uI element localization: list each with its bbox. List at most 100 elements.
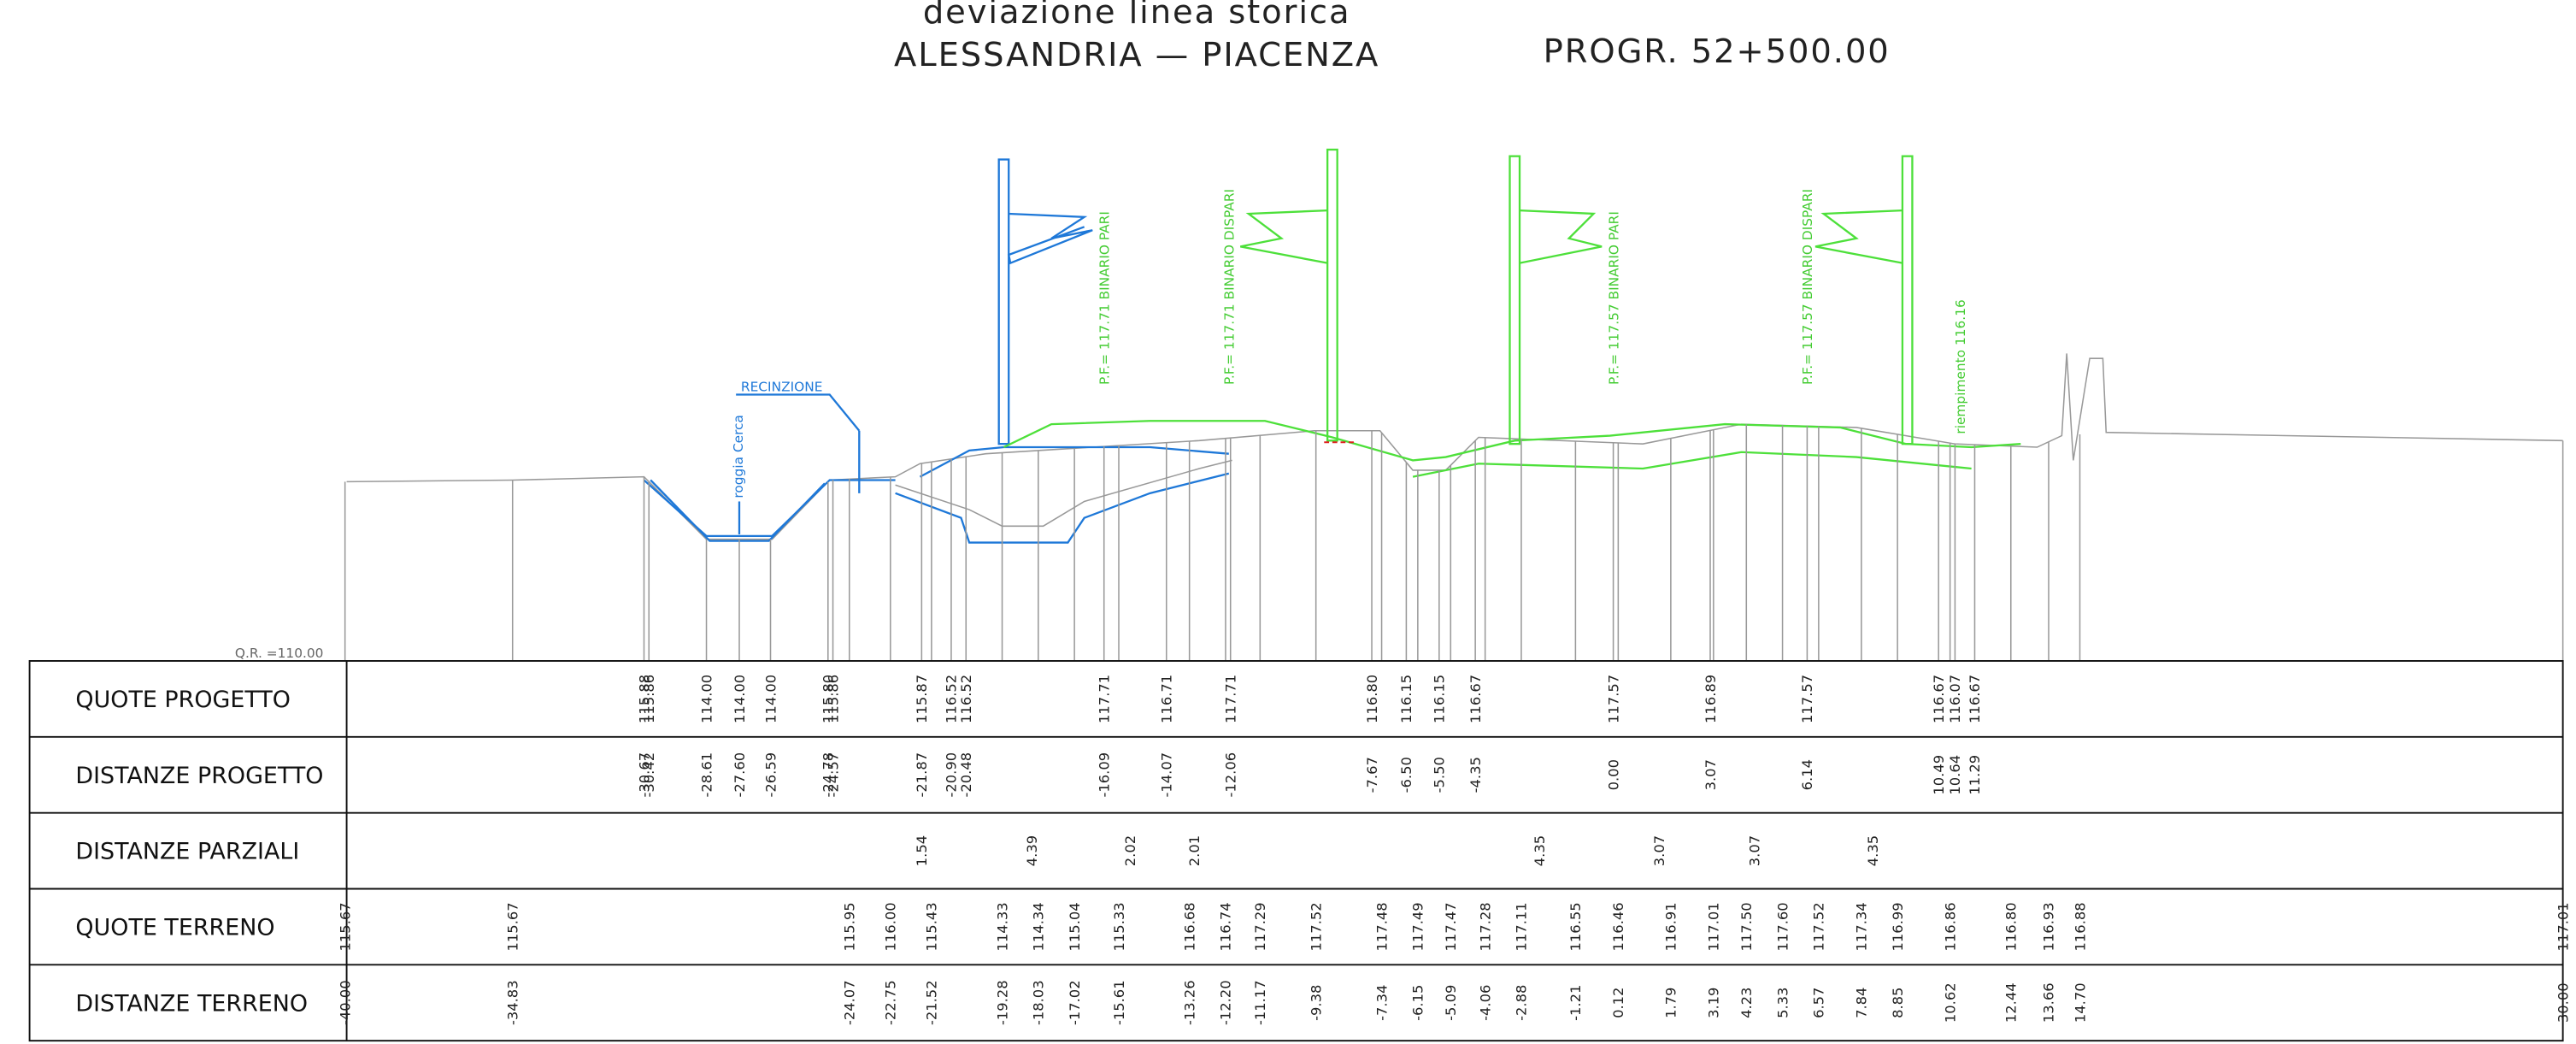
reference-level: Q.R. =110.00 — [235, 646, 324, 661]
cell-value: 4.39 — [1024, 835, 1040, 866]
fence-leader — [736, 393, 861, 432]
cell-value: -12.06 — [1222, 752, 1238, 798]
cell-value: -7.34 — [1373, 985, 1390, 1021]
section-drawing — [344, 148, 2564, 661]
cell-value: -15.61 — [1111, 980, 1127, 1025]
cell-value: 0.00 — [1605, 759, 1621, 790]
cell-value: 116.99 — [1890, 902, 1906, 951]
cell-value: 116.91 — [1663, 902, 1679, 951]
cantilever — [1240, 209, 1328, 264]
ditch-profile — [643, 479, 896, 537]
cell-value: -5.09 — [1443, 985, 1459, 1021]
platform — [1003, 420, 2021, 462]
cell-value: -19.28 — [994, 980, 1010, 1025]
cell-value: -28.61 — [698, 752, 715, 798]
row-label: QUOTE PROGETTO — [75, 687, 291, 713]
cell-value: -4.35 — [1467, 757, 1484, 793]
cell-value: -20.48 — [958, 752, 974, 798]
cell-value: 3.19 — [1706, 988, 1722, 1018]
cell-value: 10.64 — [1947, 755, 1963, 795]
track-label: P.F.= 117.71 BINARIO PARI — [1097, 211, 1112, 385]
cell-value: 116.80 — [2003, 902, 2020, 951]
cell-value: 3.07 — [1747, 835, 1763, 866]
fence-label: RECINZIONE — [741, 380, 823, 395]
cell-value: 117.11 — [1514, 902, 1530, 951]
cell-value: 117.48 — [1373, 902, 1390, 951]
cell-value: 117.34 — [1854, 902, 1870, 951]
cell-value: -13.26 — [1181, 980, 1197, 1025]
cell-value: 116.93 — [2041, 902, 2057, 951]
cell-value: 117.28 — [1477, 902, 1493, 951]
cell-value: -4.06 — [1477, 985, 1493, 1021]
title: ALESSANDRIA — PIACENZA — [894, 36, 1379, 74]
track-label: P.F.= 117.57 BINARIO PARI — [1606, 211, 1621, 385]
cell-value: 117.47 — [1443, 902, 1459, 951]
table-frame — [28, 660, 2564, 1042]
cell-value: 11.29 — [1967, 755, 1983, 795]
pole — [997, 158, 1010, 445]
cell-value: 115.86 — [641, 675, 657, 723]
cell-value: 117.01 — [2555, 902, 2571, 951]
cell-value: 117.60 — [1774, 902, 1791, 951]
cell-value: -2.88 — [1514, 985, 1530, 1021]
cell-value: 116.00 — [883, 902, 899, 951]
cell-value: 116.86 — [1942, 902, 1958, 951]
cell-value: -14.07 — [1159, 752, 1175, 798]
cell-value: 114.00 — [698, 675, 715, 723]
cell-value: -20.90 — [944, 752, 960, 798]
cell-value: 0.12 — [1610, 988, 1626, 1018]
cell-value: 30.00 — [2555, 982, 2571, 1023]
cell-value: 115.87 — [914, 675, 930, 723]
cell-value: 3.07 — [1703, 759, 1719, 790]
cell-value: 13.66 — [2041, 982, 2057, 1023]
old-ditch — [895, 459, 1232, 528]
cell-value: -40.00 — [337, 980, 353, 1025]
cell-value: 116.15 — [1432, 675, 1448, 723]
cell-value: 117.50 — [1738, 902, 1755, 951]
cell-value: 116.52 — [958, 675, 974, 723]
row-label: DISTANZE TERRENO — [75, 990, 308, 1017]
cell-value: 116.67 — [1967, 675, 1983, 723]
row-label: QUOTE TERRENO — [75, 915, 274, 941]
cell-value: 116.68 — [1181, 902, 1197, 951]
cell-value: -1.21 — [1567, 985, 1584, 1021]
progressive: PROGR. 52+500.00 — [1544, 32, 1891, 71]
cell-value: 2.01 — [1186, 835, 1203, 866]
cell-value: -22.75 — [883, 980, 899, 1025]
cell-value: 115.43 — [924, 902, 940, 951]
track-label: P.F.= 117.71 BINARIO DISPARI — [1222, 189, 1238, 385]
pole — [1509, 155, 1521, 445]
cell-value: 115.80 — [820, 675, 837, 723]
cell-value: 116.74 — [1218, 902, 1234, 951]
cell-value: 117.49 — [1410, 902, 1426, 951]
cell-value: 117.01 — [1706, 902, 1722, 951]
cell-value: 116.07 — [1947, 675, 1963, 723]
cell-value: 2.02 — [1122, 835, 1138, 866]
cell-value: -7.67 — [1364, 757, 1380, 793]
cell-value: 6.14 — [1799, 759, 1815, 790]
cell-value: 115.67 — [337, 902, 353, 951]
cell-value: 4.35 — [1532, 835, 1548, 866]
cell-value: 115.95 — [842, 902, 858, 951]
cell-value: -27.60 — [732, 752, 748, 798]
cell-value: -9.38 — [1308, 985, 1324, 1021]
cell-value: -34.83 — [504, 980, 520, 1025]
cantilever — [1007, 212, 1093, 265]
cell-value: 114.00 — [762, 675, 779, 723]
cell-value: -12.20 — [1218, 980, 1234, 1025]
cell-value: 117.52 — [1308, 902, 1324, 951]
row-label: DISTANZE PARZIALI — [75, 839, 299, 865]
cell-value: 4.35 — [1865, 835, 1881, 866]
cell-value: 116.55 — [1567, 902, 1584, 951]
cell-value: -24.07 — [842, 980, 858, 1025]
cell-value: 115.86 — [825, 675, 841, 723]
excavation — [895, 472, 1230, 544]
cantilever — [1519, 209, 1603, 264]
cell-value: 5.33 — [1774, 988, 1791, 1018]
cell-value: 116.89 — [1703, 675, 1719, 723]
cell-value: 115.04 — [1067, 902, 1083, 951]
cell-value: 1.79 — [1663, 988, 1679, 1018]
cell-value: -24.57 — [825, 752, 841, 798]
cell-value: -24.78 — [820, 752, 837, 798]
